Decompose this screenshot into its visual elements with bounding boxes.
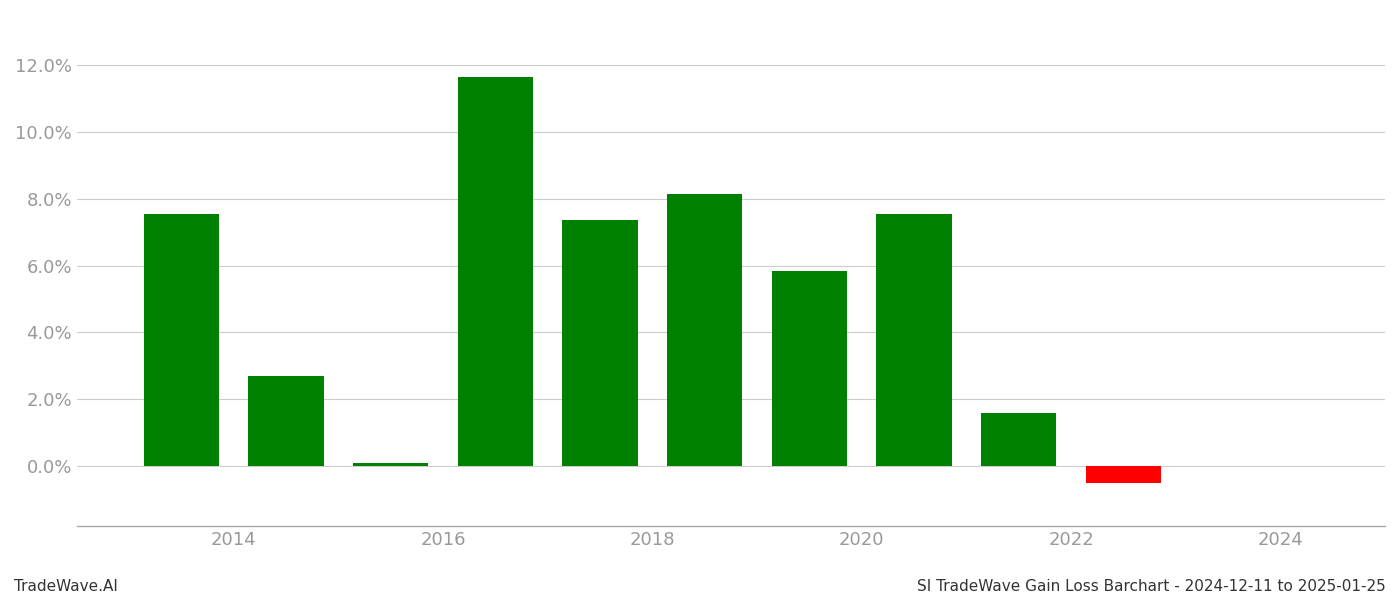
Bar — [666, 194, 742, 466]
Bar — [353, 463, 428, 466]
Text: SI TradeWave Gain Loss Barchart - 2024-12-11 to 2025-01-25: SI TradeWave Gain Loss Barchart - 2024-1… — [917, 579, 1386, 594]
Bar — [771, 271, 847, 466]
Bar — [248, 376, 323, 466]
Bar — [876, 214, 952, 466]
Bar — [981, 413, 1057, 466]
Bar — [144, 214, 220, 466]
Bar — [1085, 466, 1161, 483]
Text: TradeWave.AI: TradeWave.AI — [14, 579, 118, 594]
Bar — [458, 77, 533, 466]
Bar — [563, 220, 638, 466]
